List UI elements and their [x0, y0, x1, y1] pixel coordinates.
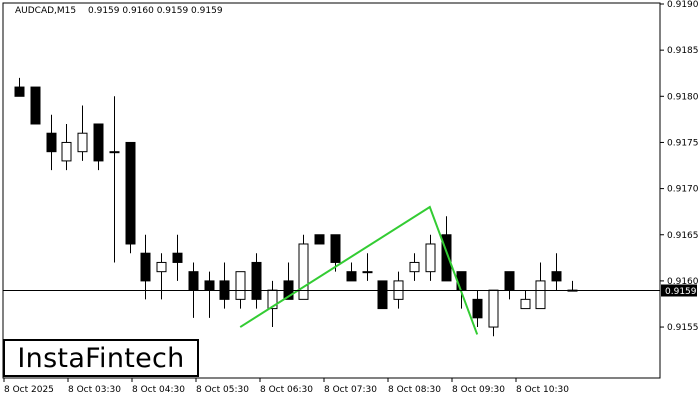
candle — [441, 216, 452, 282]
candle — [204, 271, 215, 318]
x-tick-label: 8 Oct 07:30 — [324, 385, 377, 395]
candle-body-bear — [456, 271, 467, 291]
candle-body-bull — [156, 261, 167, 273]
candle-body-bull — [425, 243, 436, 273]
candle — [330, 234, 341, 272]
candle — [472, 290, 483, 328]
candle — [409, 253, 420, 281]
candle-body-bull — [488, 289, 499, 328]
current-price-tag — [661, 284, 697, 297]
candle-body-bear — [441, 234, 452, 282]
candle-body-bear — [93, 123, 104, 162]
x-tick-label: 8 Oct 08:30 — [388, 385, 441, 395]
candle-body-bull — [61, 141, 72, 162]
y-tick-label: 0.9180 — [667, 92, 699, 102]
candle — [314, 234, 325, 245]
candle-body-bull — [409, 261, 420, 273]
candle-body-bear — [377, 280, 388, 310]
plot-frame — [2, 2, 661, 379]
candle-body-bull — [298, 243, 309, 300]
candle — [251, 253, 262, 309]
candle-body-bear — [251, 261, 262, 300]
candle-body-bear — [140, 252, 151, 282]
y-tick-label: 0.9190 — [667, 0, 699, 10]
candle-body-bear — [472, 298, 483, 319]
candle-body-bull — [235, 271, 246, 300]
chart-header-ohlc: 0.9159 0.9160 0.9159 0.9159 — [88, 6, 223, 16]
candle — [46, 114, 57, 171]
candle-body-bear — [125, 141, 136, 245]
candle — [93, 123, 104, 171]
instafintech-logo: InstaFintech — [3, 339, 199, 377]
candle — [488, 289, 499, 337]
candle — [520, 290, 531, 310]
candle — [125, 141, 136, 254]
candle — [109, 96, 120, 263]
candle-body-bull — [535, 280, 546, 310]
y-tick-label: 0.9175 — [667, 138, 699, 148]
logo-text: InstaFintech — [17, 342, 185, 374]
candle-body-bull — [520, 298, 531, 310]
candle-body-bear — [204, 280, 215, 291]
candle — [61, 123, 72, 171]
candle — [377, 280, 388, 310]
candle — [219, 262, 230, 309]
candle — [30, 86, 41, 125]
candle — [567, 280, 578, 292]
candle — [77, 105, 88, 161]
candle-body-bear — [172, 252, 183, 263]
x-tick-label: 8 Oct 10:30 — [516, 385, 569, 395]
y-tick-label: 0.9170 — [667, 185, 699, 195]
candle — [172, 234, 183, 281]
candle-body-bear — [330, 234, 341, 263]
y-tick-label: 0.9160 — [667, 277, 699, 287]
y-tick-label: 0.9155 — [667, 323, 699, 333]
candle-body-bear — [109, 151, 120, 154]
candle-body-bear — [504, 271, 515, 291]
candle — [551, 253, 562, 291]
candle-body-bear — [314, 234, 325, 245]
candle-body-bear — [30, 86, 41, 125]
x-tick-label: 8 Oct 2025 — [4, 385, 54, 395]
candle-body-bear — [14, 86, 25, 97]
candle-body-bear — [188, 271, 199, 291]
candle-body-bull — [77, 132, 88, 153]
candle-body-bear — [346, 271, 357, 282]
y-tick-label: 0.9185 — [667, 46, 699, 56]
candle — [14, 77, 25, 97]
candle-body-bear — [362, 271, 373, 274]
candle-body-bear — [46, 132, 57, 153]
candle-body-bear — [551, 271, 562, 282]
current-price-label: 0.9159 — [665, 287, 697, 297]
pattern-line — [239, 205, 479, 335]
x-tick-label: 8 Oct 03:30 — [68, 385, 121, 395]
x-tick-label: 8 Oct 06:30 — [260, 385, 313, 395]
candle — [425, 234, 436, 281]
x-tick-label: 8 Oct 09:30 — [452, 385, 505, 395]
candle — [535, 262, 546, 310]
x-tick-label: 8 Oct 04:30 — [132, 385, 185, 395]
candle — [140, 234, 151, 300]
candle — [362, 253, 373, 281]
candle — [346, 262, 357, 282]
candle — [298, 234, 309, 300]
x-tick-label: 8 Oct 05:30 — [196, 385, 249, 395]
candle — [504, 271, 515, 300]
chart-header-symbol: AUDCAD,M15 — [15, 6, 76, 16]
candle — [156, 253, 167, 300]
y-tick-label: 0.9165 — [667, 231, 699, 241]
